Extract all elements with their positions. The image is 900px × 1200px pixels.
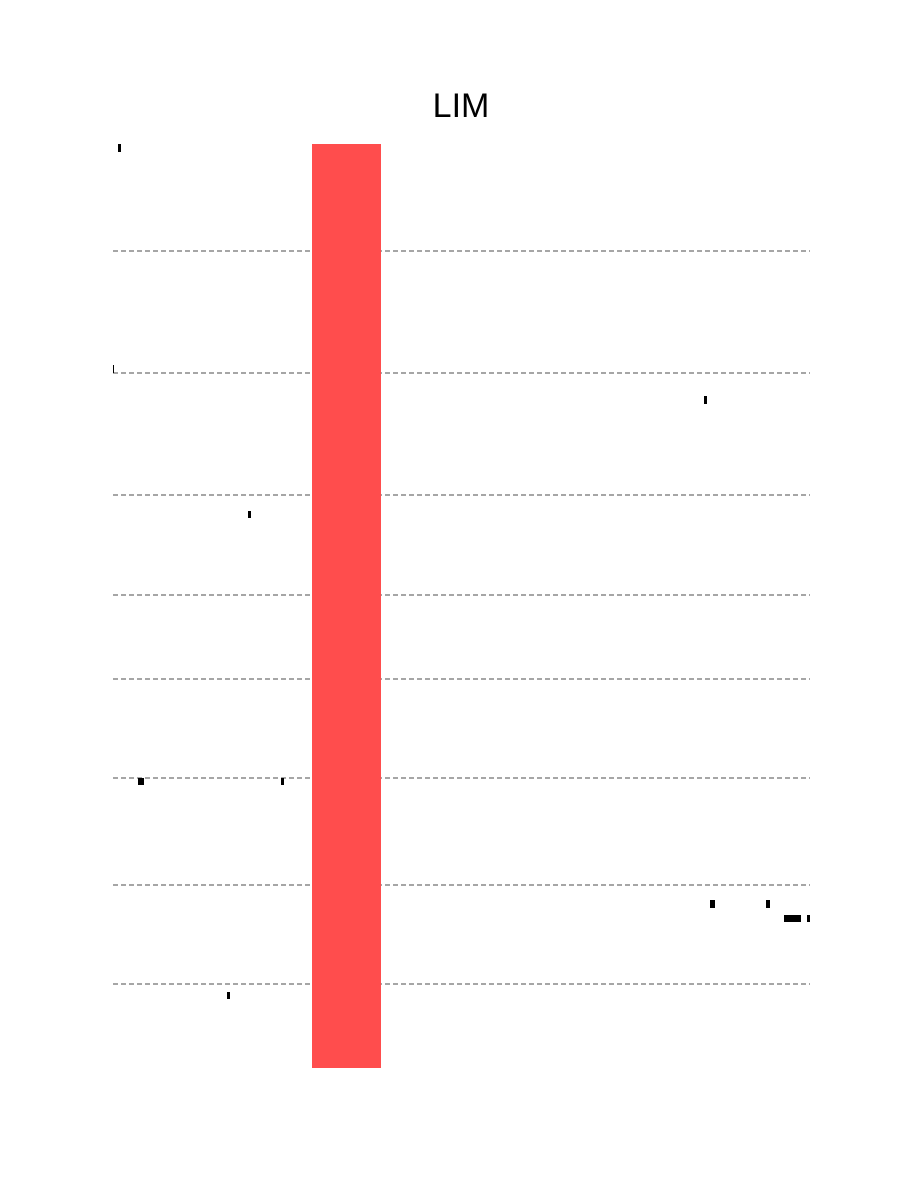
gridlines xyxy=(113,250,810,985)
stray-marks xyxy=(113,144,810,999)
stray-mark-4 xyxy=(704,396,707,404)
stray-mark-1 xyxy=(118,144,121,152)
stray-mark-9 xyxy=(784,915,801,922)
bars xyxy=(312,144,381,1068)
stray-mark-10 xyxy=(807,915,810,922)
stray-mark-3 xyxy=(248,511,251,518)
stray-mark-5 xyxy=(138,778,144,785)
stray-mark-8 xyxy=(766,900,770,908)
chart-title: LIM xyxy=(432,87,490,125)
stray-mark-2 xyxy=(113,365,114,373)
stray-mark-11 xyxy=(227,992,230,999)
stray-mark-6 xyxy=(281,778,284,785)
bar-1 xyxy=(312,144,381,1068)
stray-mark-7 xyxy=(710,900,715,908)
